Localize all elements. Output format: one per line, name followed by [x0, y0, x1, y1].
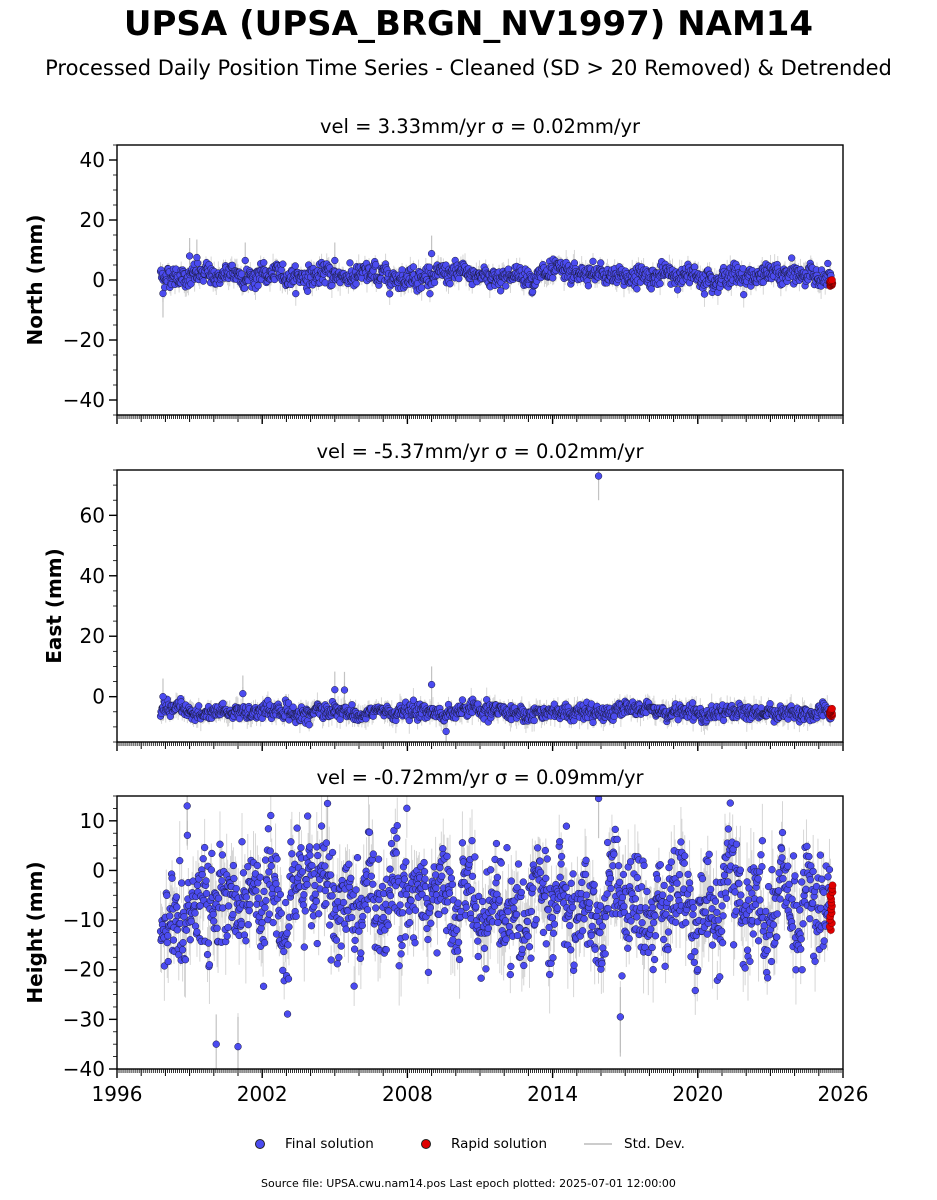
final-point [455, 274, 463, 283]
final-point [496, 287, 505, 295]
final-point [589, 718, 597, 727]
panel-data-east [156, 470, 836, 742]
final-point [766, 700, 774, 708]
final-point [673, 286, 682, 294]
final-point [331, 256, 339, 265]
final-point [159, 693, 167, 701]
final-point [241, 256, 249, 265]
y-tick-label: 40 [80, 564, 105, 588]
x-ticks [116, 742, 844, 751]
final-point [594, 472, 603, 480]
final-point [348, 701, 356, 709]
final-point [303, 287, 312, 295]
final-point [254, 282, 262, 290]
final-point [688, 699, 697, 707]
panel-height: 1996 2002 2008 2014 2020 2026−40−30−20−10010v… [23, 766, 868, 1106]
final-point [241, 284, 249, 292]
final-point [597, 259, 605, 267]
final-point [757, 704, 765, 712]
final-point [292, 290, 300, 298]
final-point [352, 280, 360, 288]
final-points [156, 472, 835, 736]
final-point [549, 274, 557, 282]
y-tick-label: 40 [80, 148, 105, 172]
final-point [199, 277, 208, 285]
final-point [530, 716, 538, 725]
final-point [584, 282, 593, 290]
final-point [427, 680, 436, 689]
final-point [674, 716, 682, 724]
y-ticks: −40 −20 0 20 40 [63, 144, 117, 416]
y-tick-label: 20 [80, 624, 105, 648]
final-point [159, 289, 167, 298]
final-point [430, 278, 439, 287]
final-point [305, 721, 313, 729]
final-point [788, 254, 796, 262]
y-tick-label: 20 [80, 208, 105, 232]
final-point [237, 270, 246, 278]
y-ticks: 0 20 40 60 [80, 469, 117, 743]
panel-north: −40 −20 0 20 40 vel = 3.33mm/yr σ = 0.02mm/yr… [23, 115, 844, 424]
final-point [219, 699, 227, 707]
x-ticks [116, 415, 844, 424]
final-point [279, 260, 287, 268]
final-point [719, 716, 728, 725]
y-tick-label: 0 [92, 268, 105, 292]
panel-title: vel = 3.33mm/yr σ = 0.02mm/yr [320, 115, 641, 138]
final-point [502, 282, 510, 290]
final-point [427, 249, 436, 258]
final-point [291, 262, 299, 270]
final-point [372, 261, 380, 269]
chart-subtitle: Processed Daily Position Time Series - C… [45, 56, 892, 80]
y-tick-label: −20 [63, 328, 105, 352]
final-points [156, 249, 835, 299]
panel-data-height [156, 796, 837, 1069]
final-point [193, 253, 201, 262]
final-point [633, 285, 641, 293]
panel-data-north [156, 235, 837, 318]
final-point [700, 290, 709, 298]
panel-east: 0 20 40 60 vel = -5.37mm/yr σ = 0.02mm/yr Eas… [42, 440, 844, 751]
final-point [589, 257, 597, 266]
final-point [426, 290, 434, 298]
plot-area: −40 −20 0 20 40 vel = 3.33mm/yr σ = 0.02mm/yr… [23, 115, 868, 1106]
y-axis-label: North (mm) [23, 214, 47, 345]
final-point [340, 686, 349, 694]
final-point [386, 290, 394, 298]
final-point [442, 727, 450, 736]
rapid-points [825, 704, 836, 721]
final-point [239, 689, 247, 698]
rapid-points [826, 276, 837, 290]
final-point [740, 290, 748, 299]
final-point [446, 280, 454, 288]
final-point [425, 263, 434, 271]
final-point [195, 702, 203, 710]
final-point [759, 278, 767, 286]
final-point [409, 263, 418, 271]
rapid-point [828, 704, 836, 713]
final-point [824, 259, 832, 268]
chart-title: UPSA (UPSA_BRGN_NV1997) NAM14 [123, 4, 814, 44]
final-point [409, 696, 418, 704]
panel-title: vel = -5.37mm/yr σ = 0.02mm/yr [316, 440, 644, 463]
final-point [185, 252, 194, 260]
final-point [289, 703, 297, 711]
final-point [528, 288, 537, 296]
y-tick-label: 60 [80, 503, 105, 527]
final-point [656, 279, 664, 288]
final-point [260, 259, 268, 267]
rapid-point [828, 276, 836, 284]
final-point [331, 686, 339, 694]
final-point [458, 696, 467, 704]
final-point [418, 284, 426, 292]
y-tick-label: −40 [63, 388, 105, 412]
final-point [346, 259, 354, 267]
y-tick-label: 0 [92, 685, 105, 709]
y-axis-label: East (mm) [42, 548, 66, 664]
final-point [284, 699, 293, 707]
